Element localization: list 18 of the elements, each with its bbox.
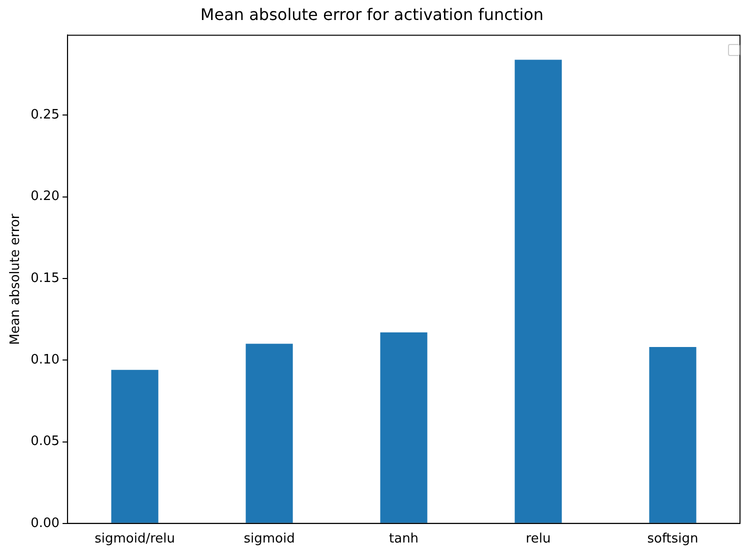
x-tick-label: softsign — [647, 532, 698, 547]
y-tick-label: 0.15 — [30, 270, 60, 286]
x-tick-label: tanh — [389, 532, 419, 547]
x-tick-label: relu — [526, 532, 551, 547]
y-tick-label: 0.25 — [30, 108, 60, 123]
y-tick-label: 0.20 — [30, 189, 60, 204]
y-axis-title: Mean absolute error — [8, 213, 24, 345]
bar — [514, 60, 562, 523]
chart-title: Mean absolute error for activation function — [200, 4, 544, 24]
y-tick-label: 0.10 — [30, 352, 60, 368]
x-tick-label: sigmoid/relu — [94, 532, 175, 547]
y-tick-label: 0.05 — [30, 434, 60, 450]
bar — [246, 344, 293, 523]
y-tick-label: 0.00 — [30, 516, 60, 531]
x-tick-label: sigmoid — [244, 532, 295, 547]
bar — [649, 347, 696, 523]
bar — [111, 370, 158, 523]
bar — [380, 332, 428, 523]
